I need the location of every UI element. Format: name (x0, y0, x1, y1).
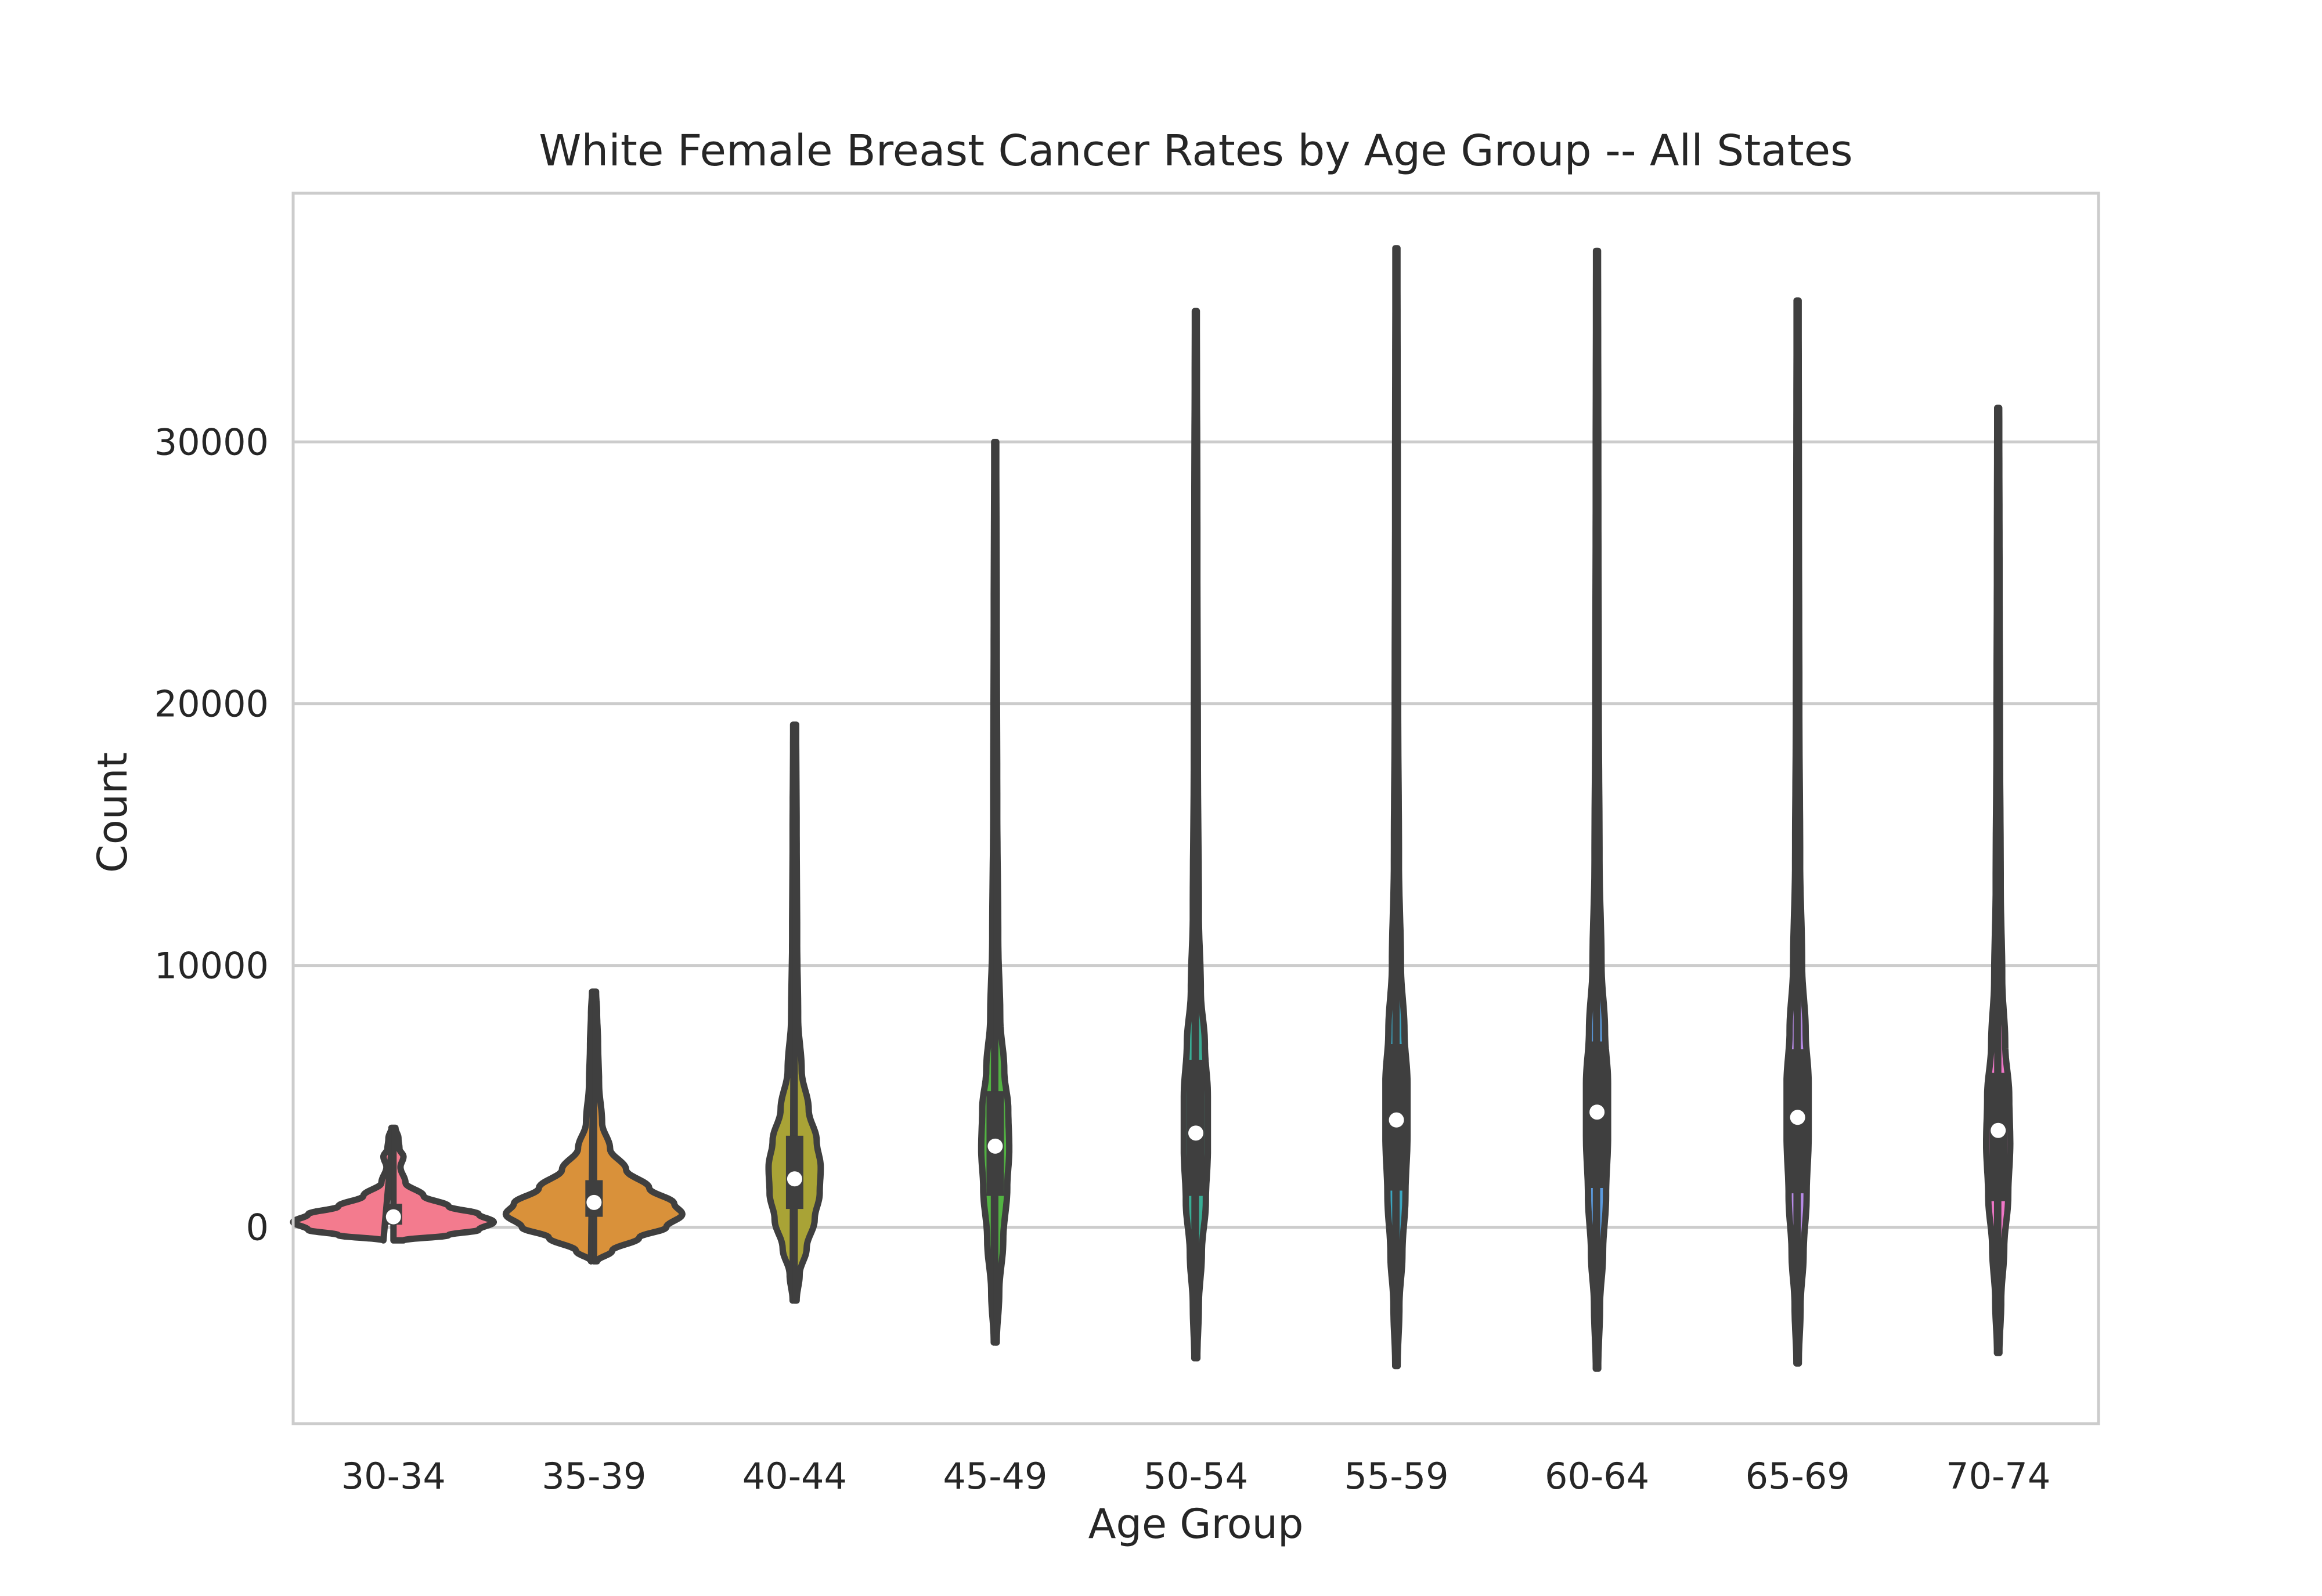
violin-median-dot (1991, 1122, 2006, 1138)
violin-65-69 (1783, 297, 1812, 1367)
x-tick-label: 50-54 (1144, 1455, 1248, 1497)
violin-median-dot (987, 1138, 1003, 1154)
plot-frame (291, 192, 2100, 1425)
x-tick-label: 45-49 (943, 1455, 1047, 1497)
y-tick-labels: 0 10000 20000 30000 (154, 421, 269, 1249)
y-tick-label: 30000 (154, 421, 269, 464)
violins (290, 245, 2014, 1372)
violin-median-dot (586, 1194, 602, 1210)
y-tick-label: 10000 (154, 945, 269, 987)
x-tick-label: 35-39 (542, 1455, 646, 1497)
x-tick-label: 65-69 (1746, 1455, 1850, 1497)
violin-35-39 (502, 988, 686, 1265)
violin-40-44 (765, 721, 824, 1304)
chart-title: White Female Breast Cancer Rates by Age … (539, 126, 1853, 176)
y-axis-label: Count (89, 752, 136, 873)
violin-50-54 (1180, 308, 1212, 1362)
violin-30-34 (290, 1124, 497, 1244)
violin-median-dot (1790, 1110, 1805, 1125)
violin-45-49 (978, 439, 1013, 1346)
x-tick-label: 70-74 (1946, 1455, 2050, 1497)
x-tick-label: 40-44 (742, 1455, 847, 1497)
x-tick-label: 30-34 (341, 1455, 446, 1497)
y-tick-label: 0 (246, 1207, 269, 1249)
violin-60-64 (1582, 247, 1611, 1372)
y-tick-label: 20000 (154, 683, 269, 725)
violin-median-dot (1589, 1104, 1605, 1120)
x-tick-labels: 30-34 35-39 40-44 45-49 50-54 55-59 60-64 65-69… (341, 1455, 2051, 1497)
violin-median-dot (1389, 1112, 1404, 1128)
violin-median-dot (385, 1209, 401, 1225)
violin-median-dot (787, 1171, 802, 1187)
x-tick-label: 60-64 (1545, 1455, 1649, 1497)
violin-55-59 (1382, 245, 1411, 1370)
x-tick-label: 55-59 (1344, 1455, 1448, 1497)
violin-median-dot (1188, 1125, 1203, 1141)
violin-70-74 (1983, 405, 2014, 1356)
x-axis-label: Age Group (1088, 1500, 1304, 1548)
